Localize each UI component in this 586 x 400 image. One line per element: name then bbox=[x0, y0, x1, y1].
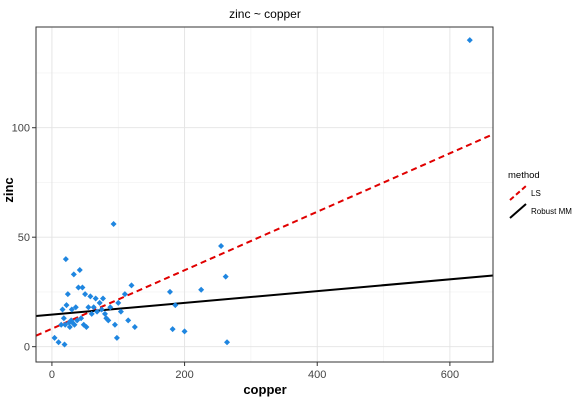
data-point bbox=[62, 321, 69, 328]
data-point bbox=[99, 295, 106, 302]
fit-line-ls bbox=[35, 133, 494, 337]
data-point bbox=[110, 221, 117, 228]
legend-label: Robust MM bbox=[531, 207, 572, 216]
data-point bbox=[115, 299, 122, 306]
data-point bbox=[68, 306, 75, 313]
data-point bbox=[111, 321, 118, 328]
data-point bbox=[222, 273, 229, 280]
data-point bbox=[55, 339, 62, 346]
data-point bbox=[60, 315, 67, 322]
x-axis-title: copper bbox=[243, 382, 286, 397]
x-tick-label: 600 bbox=[441, 369, 459, 381]
data-point bbox=[90, 304, 97, 311]
data-point bbox=[128, 282, 135, 289]
x-tick-label: 0 bbox=[49, 369, 55, 381]
data-point bbox=[85, 304, 92, 311]
data-point bbox=[131, 323, 138, 330]
data-point bbox=[169, 326, 176, 333]
legend-title: method bbox=[508, 170, 540, 181]
data-point bbox=[83, 323, 90, 330]
data-point bbox=[466, 37, 473, 44]
y-tick-label: 0 bbox=[24, 342, 30, 354]
data-point bbox=[75, 284, 82, 291]
y-tick-label: 50 bbox=[18, 232, 30, 244]
data-point bbox=[125, 317, 132, 324]
data-points bbox=[51, 37, 473, 348]
data-point bbox=[59, 306, 66, 313]
data-point bbox=[71, 321, 78, 328]
data-point bbox=[105, 317, 112, 324]
data-point bbox=[96, 299, 103, 306]
data-point bbox=[94, 308, 101, 315]
chart-title: zinc ~ copper bbox=[229, 7, 301, 21]
data-point bbox=[218, 242, 225, 249]
data-point bbox=[72, 304, 79, 311]
data-point bbox=[82, 291, 89, 298]
data-point bbox=[117, 308, 124, 315]
data-point bbox=[92, 295, 99, 302]
data-point bbox=[58, 321, 65, 328]
data-point bbox=[198, 286, 205, 293]
fit-line-robust-mm bbox=[35, 274, 494, 318]
data-point bbox=[166, 288, 173, 295]
data-point bbox=[63, 302, 70, 309]
data-point bbox=[79, 284, 86, 291]
data-point bbox=[121, 291, 128, 298]
x-axis-ticks: 0 200 400 600 bbox=[49, 362, 459, 381]
data-point bbox=[74, 317, 81, 324]
data-point bbox=[107, 304, 114, 311]
plot-panel bbox=[35, 26, 494, 363]
data-point bbox=[64, 291, 71, 298]
data-point bbox=[70, 271, 77, 278]
data-point bbox=[98, 306, 105, 313]
data-point bbox=[113, 334, 120, 341]
data-point bbox=[224, 339, 231, 346]
y-axis-ticks: 0 50 100 bbox=[12, 123, 36, 354]
legend-label: LS bbox=[531, 189, 541, 198]
data-point bbox=[61, 341, 68, 348]
data-point bbox=[62, 256, 69, 263]
data-point bbox=[78, 315, 85, 322]
plot-grid bbox=[36, 27, 493, 362]
fit-lines bbox=[35, 133, 494, 337]
y-axis-title: zinc bbox=[1, 177, 16, 202]
data-point bbox=[101, 310, 108, 317]
legend-key-ls bbox=[509, 185, 527, 201]
data-point bbox=[66, 323, 73, 330]
x-tick-label: 400 bbox=[308, 369, 326, 381]
data-point bbox=[51, 334, 58, 341]
data-point bbox=[181, 328, 188, 335]
legend: method LS Robust MM bbox=[508, 170, 572, 219]
y-tick-label: 100 bbox=[12, 123, 30, 135]
x-tick-label: 200 bbox=[175, 369, 193, 381]
legend-key-robust-mm bbox=[509, 203, 527, 219]
data-point bbox=[172, 302, 179, 309]
data-point bbox=[87, 293, 94, 300]
data-point bbox=[88, 310, 95, 317]
data-point bbox=[76, 267, 83, 274]
